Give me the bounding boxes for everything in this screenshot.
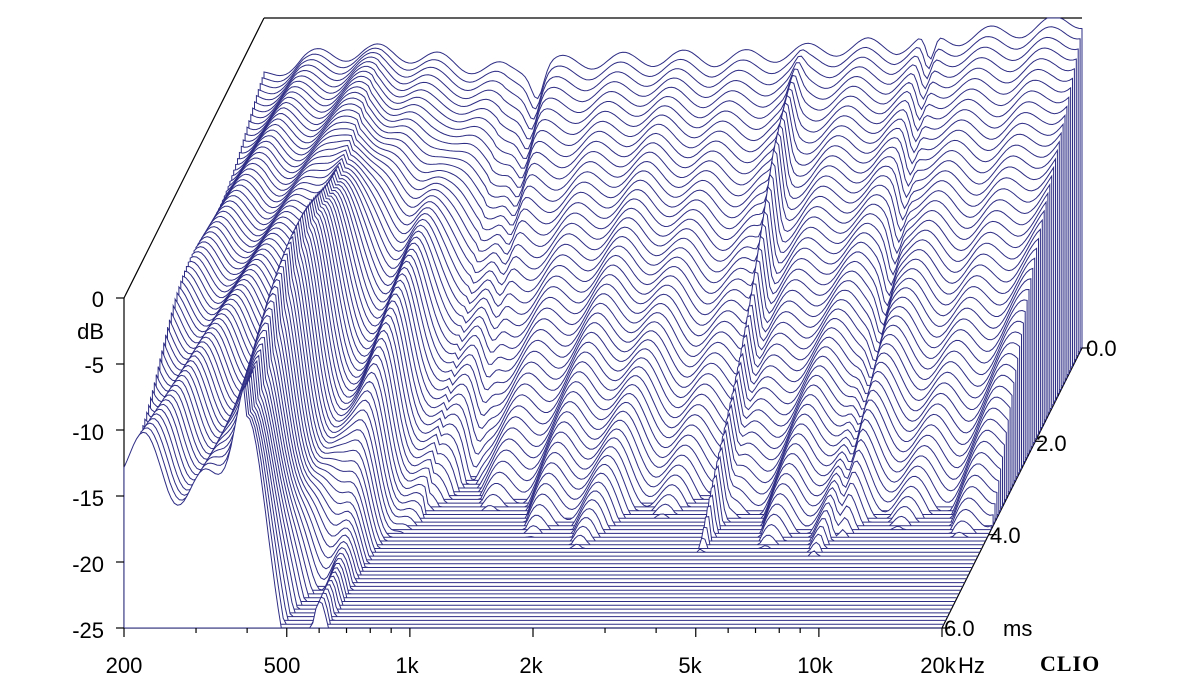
y-tick-label: -15 [72, 486, 104, 511]
time-tick-label: 4.0 [990, 523, 1021, 548]
time-axis-unit: ms [1003, 616, 1032, 641]
time-tick-label: 6.0 [944, 616, 975, 641]
axis-ticks [116, 297, 1090, 637]
y-tick-label: -20 [72, 552, 104, 577]
waterfall-slice [180, 217, 1000, 515]
y-tick-label: -10 [72, 420, 104, 445]
y-axis-labels: 0 dB -5 -10 -15 -20 -25 [72, 287, 104, 643]
x-tick-label: 200 [106, 653, 143, 678]
waterfall-slices [123, 17, 1083, 629]
time-tick-label: 2.0 [1036, 431, 1067, 456]
x-tick-label: 20k [920, 653, 956, 678]
x-tick-label: 10k [797, 653, 833, 678]
x-tick-label: 1k [395, 653, 419, 678]
waterfall-slice [123, 386, 942, 629]
y-tick-label: -5 [84, 353, 104, 378]
y-axis-unit: dB [77, 319, 104, 344]
x-axis-unit: Hz [958, 653, 985, 678]
x-tick-label: 2k [519, 653, 543, 678]
y-tick-label: 0 [92, 287, 104, 312]
clio-brand-label: CLIO [1040, 651, 1100, 676]
x-tick-label: 5k [678, 653, 702, 678]
waterfall-slice [182, 213, 1002, 512]
time-tick-label: 0.0 [1086, 336, 1117, 361]
top-left-depth-edge [123, 17, 265, 299]
time-axis-labels: 0.0 2.0 4.0 6.0 ms [944, 336, 1117, 641]
x-axis-labels: 200 500 1k 2k 5k 10k 20k Hz [106, 653, 985, 678]
y-tick-label: -25 [72, 618, 104, 643]
x-tick-label: 500 [264, 653, 301, 678]
